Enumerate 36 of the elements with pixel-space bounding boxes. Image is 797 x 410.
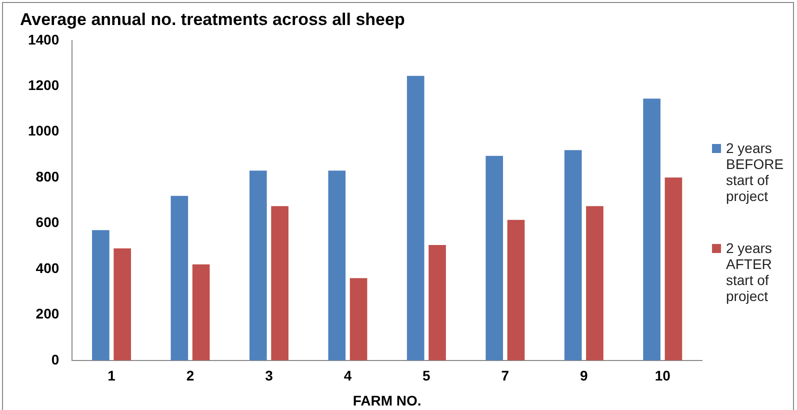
- y-tick-label: 200: [36, 306, 60, 322]
- y-tick-label: 600: [36, 214, 60, 230]
- y-tick-label: 400: [36, 260, 60, 276]
- bar: [170, 196, 188, 360]
- x-tick-label: 7: [501, 368, 510, 384]
- x-axis-title: FARM NO.: [352, 392, 422, 408]
- bar: [350, 278, 368, 360]
- bar: [406, 76, 424, 360]
- bar: [328, 170, 346, 360]
- bar: [643, 98, 660, 360]
- x-tick-label: 1: [108, 368, 116, 384]
- y-tick-label: 0: [51, 351, 60, 368]
- x-tick-label: 4: [344, 368, 352, 384]
- bar: [192, 264, 210, 360]
- x-tick-label: 10: [654, 368, 671, 384]
- y-tick-label: 1200: [28, 76, 60, 93]
- bar: [249, 170, 267, 360]
- bar: [92, 230, 110, 360]
- x-tick-label: 5: [422, 368, 431, 384]
- bar: [507, 220, 525, 360]
- x-tick-label: 3: [265, 368, 274, 384]
- bar: [114, 248, 131, 360]
- y-tick-label: 1000: [28, 122, 60, 139]
- y-tick-label: 800: [36, 168, 60, 184]
- bar: [586, 206, 604, 360]
- x-tick-label: 9: [580, 368, 588, 384]
- bar: [271, 206, 288, 360]
- bar: [428, 244, 446, 360]
- bar: [564, 150, 582, 360]
- legend-label: 2 years AFTER start of project: [726, 240, 773, 304]
- y-tick-label: 1400: [28, 31, 60, 48]
- bar: [664, 178, 682, 360]
- legend-label: 2 years BEFORE start of project: [726, 140, 785, 204]
- bar: [486, 156, 504, 360]
- x-tick-label: 2: [186, 368, 194, 384]
- chart-title: Average annual no. treatments across all sheep: [20, 10, 405, 29]
